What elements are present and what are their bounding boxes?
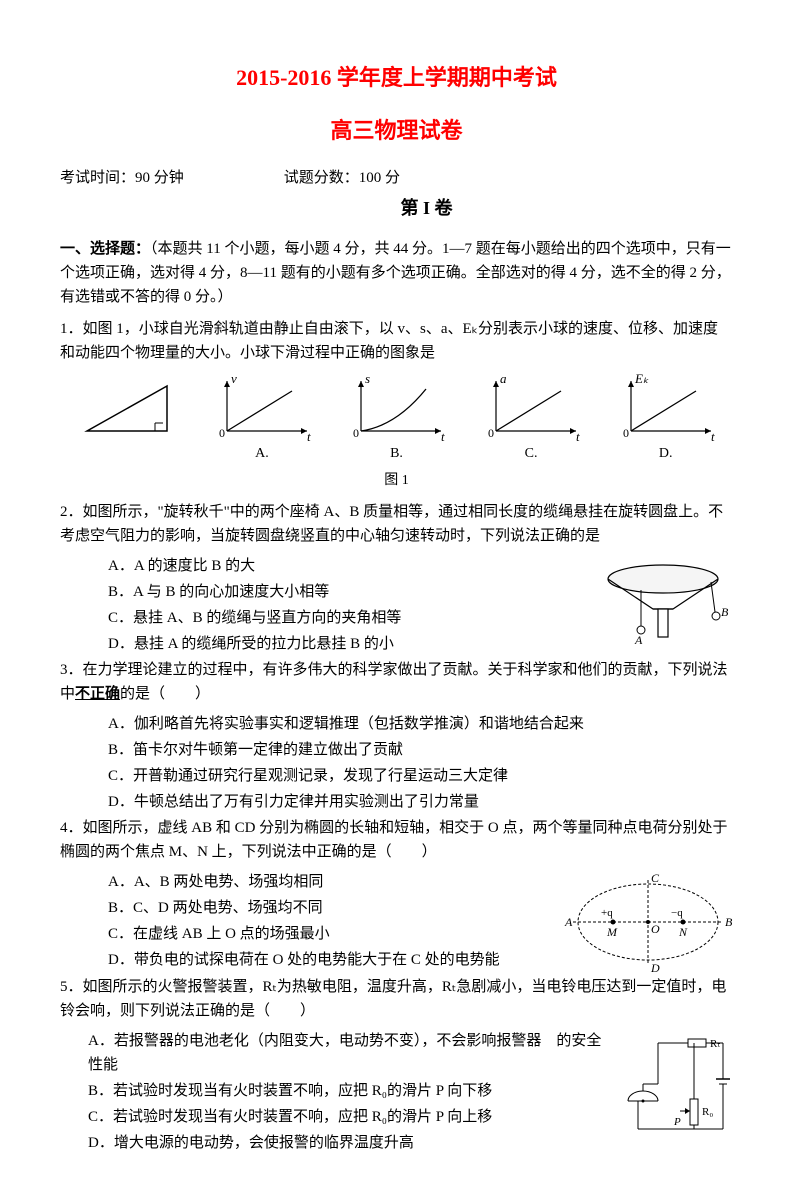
q1-caption: 图 1 <box>60 470 733 492</box>
axis-x-b: t <box>441 429 445 441</box>
q1-graph-c: a 0 t <box>464 371 599 441</box>
q3-after: 的是（ ） <box>120 686 210 702</box>
q4-d: D <box>650 961 660 975</box>
q1-label-b: B. <box>329 443 464 465</box>
q5-rt: Rₜ <box>710 1038 721 1050</box>
instructions-body: （本题共 11 个小题，每小题 4 分，共 44 分。1—7 题在每小题给出的四… <box>60 241 731 305</box>
q1-label-c: C. <box>464 443 599 465</box>
exam-page: 2015-2016 学年度上学期期中考试 高三物理试卷 考试时间：90 分钟 试… <box>0 0 793 1197</box>
meta-row: 考试时间：90 分钟 试题分数：100 分 <box>60 166 733 190</box>
q5-body: Rₜ R₀ P <box>60 1029 733 1157</box>
q3-opt-d: D．牛顿总结出了万有引力定律并用实验测出了引力常量 <box>108 790 733 814</box>
q4-m: M <box>606 925 618 939</box>
q1-ramp-icon <box>60 371 195 441</box>
score-label: 试题分数：100 分 <box>284 166 400 190</box>
axis-x-a: t <box>307 429 311 441</box>
axis-y-d: Eₖ <box>634 371 649 386</box>
q2-body: A B A．A 的速度比 B 的大 B．A 与 B 的向心加速度大小相等 C．悬… <box>60 554 733 658</box>
q4-diagram: A B C D M N O +q −q <box>563 870 733 975</box>
q4-q2: −q <box>671 907 683 919</box>
q4-q1: +q <box>601 907 613 919</box>
q3-text: 3．在力学理论建立的过程中，有许多伟大的科学家做出了贡献。关于科学家和他们的贡献… <box>60 658 733 706</box>
q1-text: 1．如图 1，小球自光滑斜轨道由静止自由滚下，以 v、s、a、Eₖ分别表示小球的… <box>60 317 733 365</box>
axis-o-c: 0 <box>488 426 494 440</box>
q1-figure-row: v 0 t s 0 t a <box>60 371 733 441</box>
q3-opt-c: C．开普勒通过研究行星观测记录，发现了行星运动三大定律 <box>108 764 733 788</box>
axis-o-b: 0 <box>353 426 359 440</box>
q4-b: B <box>725 915 733 929</box>
axis-x-d: t <box>711 429 715 441</box>
q1-blank <box>60 443 195 465</box>
page-subtitle: 高三物理试卷 <box>60 113 733 148</box>
axis-y-b: s <box>365 371 370 386</box>
instructions-heading: 一、选择题： <box>60 241 150 257</box>
q3-opt-a: A．伽利略首先将实验事实和逻辑推理（包括数学推演）和谐地结合起来 <box>108 712 733 736</box>
q3-options: A．伽利略首先将实验事实和逻辑推理（包括数学推演）和谐地结合起来 B．笛卡尔对牛… <box>60 712 733 814</box>
q2-text: 2．如图所示，"旋转秋千"中的两个座椅 A、B 质量相等，通过相同长度的缆绳悬挂… <box>60 500 733 548</box>
q4-a: A <box>564 915 573 929</box>
q5-text: 5．如图所示的火警报警装置，Rₜ为热敏电阻，温度升高，Rₜ急剧减小，当电铃电压达… <box>60 975 733 1023</box>
axis-o-a: 0 <box>219 426 225 440</box>
q1-graph-a: v 0 t <box>195 371 330 441</box>
q4-o: O <box>651 922 660 936</box>
page-title: 2015-2016 学年度上学期期中考试 <box>60 60 733 95</box>
q1-graph-d: Eₖ 0 t <box>598 371 733 441</box>
q5-r0: R₀ <box>702 1106 713 1118</box>
axis-o-d: 0 <box>623 426 629 440</box>
q1-label-a: A. <box>195 443 330 465</box>
q1-graph-b: s 0 t <box>329 371 464 441</box>
time-label: 考试时间：90 分钟 <box>60 166 280 190</box>
q4-c: C <box>651 871 660 885</box>
q5-diagram: Rₜ R₀ P <box>618 1029 733 1149</box>
q1-label-d: D. <box>598 443 733 465</box>
q3-emph: 不正确 <box>75 686 120 702</box>
q4-text: 4．如图所示，虚线 AB 和 CD 分别为椭圆的长轴和短轴，相交于 O 点，两个… <box>60 816 733 864</box>
q4-body: A B C D M N O +q −q A．A、B 两处电势、场强均相同 B．C… <box>60 870 733 975</box>
q3-opt-b: B．笛卡尔对牛顿第一定律的建立做出了贡献 <box>108 738 733 762</box>
q1-option-labels: A. B. C. D. <box>60 443 733 465</box>
q2-label-b: B <box>721 605 729 619</box>
section-label: 第 I 卷 <box>60 194 733 223</box>
q2-label-a: A <box>634 633 643 647</box>
axis-y-a: v <box>231 371 237 386</box>
q4-n: N <box>678 925 688 939</box>
axis-y-c: a <box>500 371 507 386</box>
instructions: 一、选择题：（本题共 11 个小题，每小题 4 分，共 44 分。1—7 题在每… <box>60 237 733 309</box>
axis-x-c: t <box>576 429 580 441</box>
q2-diagram: A B <box>593 554 733 654</box>
